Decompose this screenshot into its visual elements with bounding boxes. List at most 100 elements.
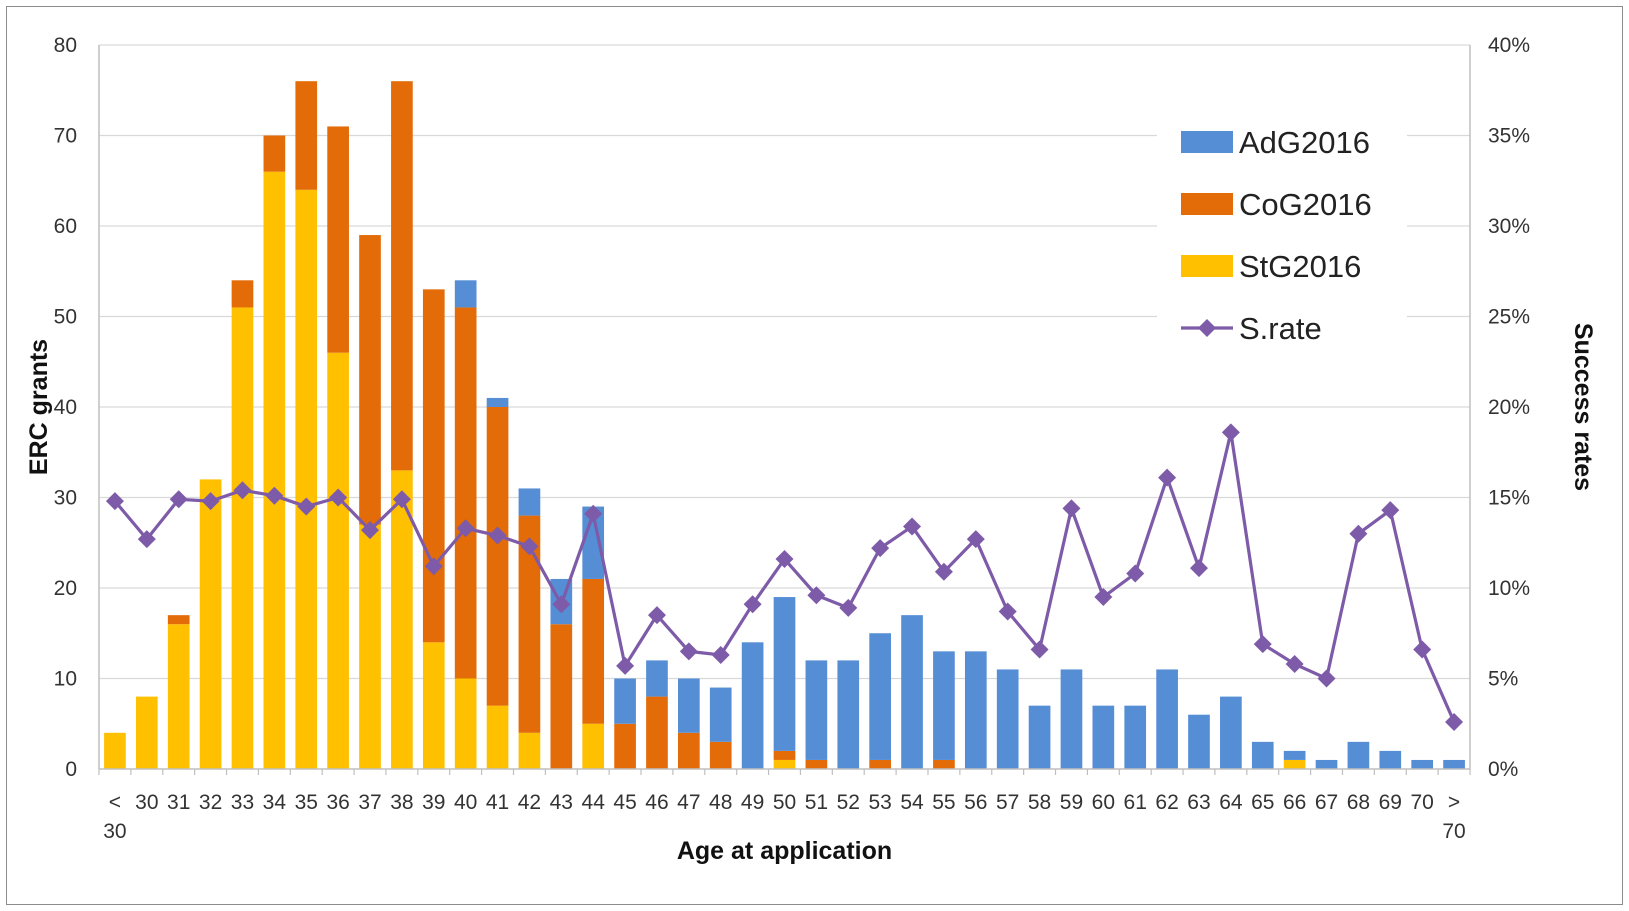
bar-cog2016-38: [391, 81, 413, 471]
axes: [98, 45, 1471, 775]
x-tick-label-37: 37: [358, 791, 381, 814]
srate-point-48: [711, 645, 730, 664]
bar-adg2016-61: [1124, 705, 1147, 769]
legend-swatch-stg2016: [1181, 255, 1233, 277]
bar-cog2016-51: [805, 759, 828, 769]
legend-label-adg2016: AdG2016: [1239, 125, 1370, 160]
x-tick-label-34: 34: [263, 791, 287, 814]
bar-adg2016-49: [741, 642, 764, 769]
x-tick-label-47: 47: [677, 791, 700, 814]
bar-cog2016-44: [582, 578, 605, 724]
bar-stg2016-33: [231, 307, 254, 769]
srate-point-39: [424, 557, 443, 576]
bar-adg2016-51: [805, 660, 828, 760]
x-tick-label-66: 66: [1283, 791, 1306, 814]
srate-point-64: [1221, 423, 1240, 442]
x-tick-label-56: 56: [964, 791, 987, 814]
x-tick-label-70: >70: [1442, 791, 1465, 843]
x-tick-label-30: 30: [135, 791, 158, 814]
srate-point-49: [743, 595, 762, 614]
bar-adg2016-57: [996, 669, 1019, 769]
bar-cog2016-53: [869, 759, 891, 769]
y-tick-label: 80: [54, 34, 77, 57]
x-tick-label-64: 64: [1219, 791, 1243, 814]
bar-adg2016-69: [1379, 750, 1402, 769]
bar-adg2016-58: [1028, 705, 1051, 769]
bar-adg2016-54: [901, 615, 923, 769]
bar-adg2016-48: [709, 687, 732, 742]
bar-cog2016-37: [359, 235, 381, 525]
srate-point-33: [233, 481, 252, 500]
bar-stg2016-32: [199, 479, 222, 769]
srate-point-58: [1030, 640, 1049, 659]
bar-stg2016-42: [518, 732, 541, 769]
bar-stg2016-31: [167, 624, 190, 769]
srate-point-59: [1062, 499, 1081, 518]
x-tick-label-44: 44: [582, 791, 606, 814]
y2-tick-label: 10%: [1488, 577, 1530, 600]
x-tick-label-57: 57: [996, 791, 1019, 814]
bar-adg2016-40: [454, 280, 477, 308]
y2-tick-label: 30%: [1488, 215, 1530, 238]
bar-adg2016-70: [1411, 759, 1434, 769]
bar-adg2016-45: [614, 678, 636, 724]
srate-point-51: [807, 586, 826, 605]
legend-label-srate: S.rate: [1239, 311, 1322, 346]
x-tick-label-35: 35: [295, 791, 318, 814]
x-tick-label-39: 39: [422, 791, 445, 814]
legend-swatch-adg2016: [1181, 131, 1233, 153]
srate-point-68: [1349, 524, 1368, 543]
y-tick-label: 40: [54, 396, 77, 419]
bar-adg2016-62: [1156, 669, 1178, 769]
x-tick-label-67: 67: [1315, 791, 1338, 814]
y2-tick-label: 20%: [1488, 396, 1530, 419]
x-tick-label-52: 52: [837, 791, 860, 814]
bar-stg2016-44: [582, 723, 605, 769]
bar-adg2016-41: [486, 397, 509, 407]
y-axis-title: ERC grants: [25, 339, 53, 475]
y-tick-label: 10: [54, 668, 77, 691]
x-tick-label-62: 62: [1155, 791, 1178, 814]
srate-point-32: [201, 492, 220, 511]
legend-swatch-cog2016: [1181, 193, 1233, 215]
bar-adg2016-56: [964, 651, 987, 769]
x-tick-label-50: 50: [773, 791, 796, 814]
x-tick-label-49: 49: [741, 791, 764, 814]
combo-chart: 0 10 20 30 40 50 60 70 80 0% 5% 10% 15% 20% 25% 30% 35% 4…: [25, 34, 1597, 865]
success-rate-line: [105, 423, 1464, 731]
tick-labels: 0 10 20 30 40 50 60 70 80 0% 5% 10% 15% 20% 25% 30% 35% 4…: [54, 34, 1530, 843]
x-tick-label-31: 31: [167, 791, 190, 814]
legend-label-stg2016: StG2016: [1239, 249, 1361, 284]
bar-cog2016-55: [933, 759, 955, 769]
x-tick-label-55: 55: [932, 791, 955, 814]
y-tick-label: 20: [54, 577, 77, 600]
x-tick-label-54: 54: [900, 791, 924, 814]
srate-point-63: [1189, 559, 1208, 578]
bar-stg2016-40: [454, 678, 477, 769]
x-tick-label-46: 46: [645, 791, 668, 814]
x-tick-label-40: 40: [454, 791, 477, 814]
bar-adg2016-47: [678, 678, 700, 733]
srate-point-43: [552, 595, 571, 614]
srate-point-54: [903, 517, 922, 536]
srate-point-56: [966, 530, 985, 549]
x-tick-label-51: 51: [805, 791, 828, 814]
srate-point-44: [584, 504, 603, 523]
x-tick-label-60: 60: [1092, 791, 1115, 814]
bar-adg2016-64: [1220, 696, 1242, 769]
x-tick-label-line: 30: [103, 820, 126, 843]
srate-point-65: [1253, 635, 1272, 654]
bar-adg2016-70: [1443, 759, 1465, 769]
y-tick-label: 0: [65, 758, 77, 781]
bar-adg2016-46: [646, 660, 668, 697]
bar-cog2016-42: [518, 515, 541, 733]
srate-point-50: [775, 550, 794, 569]
x-tick-label-63: 63: [1187, 791, 1210, 814]
bar-stg2016-36: [327, 352, 349, 769]
y2-tick-label: 15%: [1488, 487, 1530, 510]
x-tick-label-41: 41: [486, 791, 509, 814]
x-tick-label-45: 45: [613, 791, 636, 814]
bar-stg2016-50: [773, 759, 796, 769]
bar-stg2016-38: [391, 470, 413, 769]
x-tick-label-61: 61: [1124, 791, 1147, 814]
